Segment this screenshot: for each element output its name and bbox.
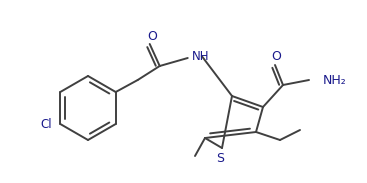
Text: NH₂: NH₂ [323, 74, 347, 87]
Text: NH: NH [192, 49, 209, 63]
Text: O: O [147, 29, 157, 42]
Text: O: O [271, 51, 281, 64]
Text: S: S [216, 152, 224, 165]
Text: Cl: Cl [40, 117, 52, 130]
